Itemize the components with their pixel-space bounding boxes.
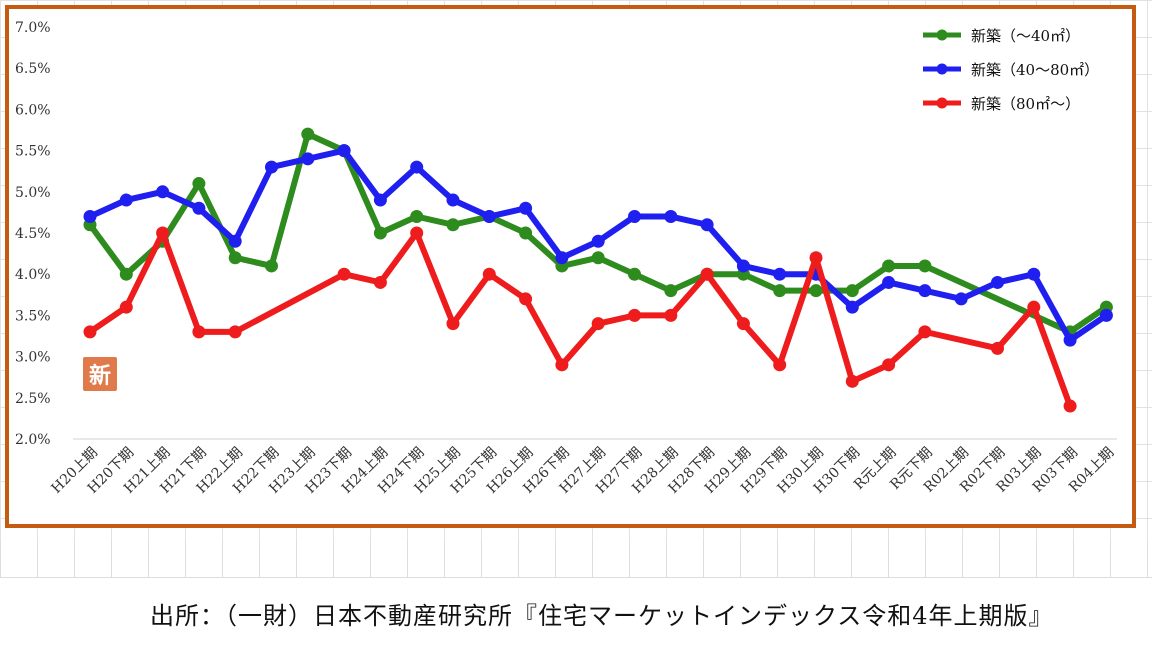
series-3-point [1027,300,1041,314]
series-2-point [882,275,896,289]
series-3-point [736,317,750,331]
series-3-point [991,341,1004,355]
series-3-point [845,374,859,388]
line-chart: 2.0% 2.5% 3.0% 3.5% 4.0% 4.5% 5.0% 5.5% 6.0% 6.5%… [15,20,1117,497]
series-2-point [628,210,641,224]
series-2-point [228,234,242,248]
series-1-point [845,284,859,298]
series-3-point [882,358,896,372]
series-2-point [591,234,605,248]
series-3-point [446,317,460,331]
series-2-point [1027,267,1041,281]
series-2-point [1063,333,1077,347]
series-3-point [664,308,678,322]
legend-label-1: 新築（～40㎡） [971,27,1080,45]
y-tick-label: 5.5% [15,144,51,160]
series-2-point [83,210,97,224]
series-3-point [482,267,496,281]
series-3-point [700,267,714,281]
series-2-point [664,210,678,224]
y-tick-label: 4.5% [15,226,51,242]
legend-label-3: 新築（80㎡～） [971,95,1080,113]
series-1-point [664,284,678,298]
sheet-cell-row [0,541,1152,578]
y-tick-label: 3.0% [15,350,51,366]
series-2-point [773,267,787,281]
series-1-point [519,226,533,240]
series-3-point [83,325,97,339]
series-3-point [228,325,242,339]
series-2-point [410,160,424,174]
y-tick-label: 7.0% [15,20,51,36]
series-3-point [773,358,787,372]
y-tick-label: 3.5% [15,308,51,324]
series-3-point [591,317,605,331]
series-1-point [373,226,387,240]
series-2-point [991,275,1004,289]
series-3-point [410,226,424,240]
series-2-point [1099,308,1113,322]
series-3-point [192,325,206,339]
series-3-point [1063,399,1077,413]
series-3-point [628,308,641,322]
series-1-point [918,259,932,273]
series-1-point [446,218,460,232]
series-1-point [301,127,315,141]
series-3-point [918,325,932,339]
y-tick-label: 2.5% [15,391,51,407]
series-2-point [482,210,496,224]
series-1-point [882,259,896,273]
y-tick-label: 6.0% [15,102,51,118]
y-tick-label: 6.5% [15,61,51,77]
series-2-point [446,193,460,207]
y-tick-label: 2.0% [15,432,51,448]
series-3-point [519,292,533,306]
series-1-point [410,210,424,224]
series-2-point [736,259,750,273]
new-construction-badge: 新 [83,357,117,391]
series-2-point [700,218,714,232]
series-3-point [119,300,133,314]
series-3-point [156,226,170,240]
series-2-point [519,201,533,215]
series-3-point [555,358,569,372]
legend-marker-1 [936,29,948,41]
series-1-point [265,259,278,273]
series-1-point [192,177,206,191]
series-1-point [773,284,787,298]
series-2-point [337,144,351,158]
series-2-point [192,201,206,215]
series-2-point [265,160,278,174]
series-2-point [845,300,859,314]
series-1-point [119,267,133,281]
y-tick-label: 4.0% [15,267,51,283]
series-2-point [301,152,315,166]
series-3-point [337,267,351,281]
series-2-point [918,284,932,298]
sheet-area-below-chart [0,541,1152,648]
legend-marker-3 [936,97,948,109]
legend-label-2: 新築（40～80㎡） [971,61,1099,79]
series-3-point [809,251,823,265]
series-1-point [809,284,823,298]
series-2-point [954,292,968,306]
y-tick-label: 5.0% [15,185,51,201]
source-note: 出所：（一財）日本不動産研究所『住宅マーケットインデックス令和4年上期版』 [150,602,1054,630]
legend-marker-2 [936,63,948,75]
series-3-point [373,275,387,289]
series-2-point [156,185,170,199]
series-2-point [555,251,569,265]
series-1-point [628,267,641,281]
series-1-point [228,251,242,265]
chart-frame[interactable]: 2.0% 2.5% 3.0% 3.5% 4.0% 4.5% 5.0% 5.5% 6.0% 6.5%… [5,5,1136,528]
series-2-point [119,193,133,207]
series-2-point [373,193,387,207]
series-1-point [591,251,605,265]
